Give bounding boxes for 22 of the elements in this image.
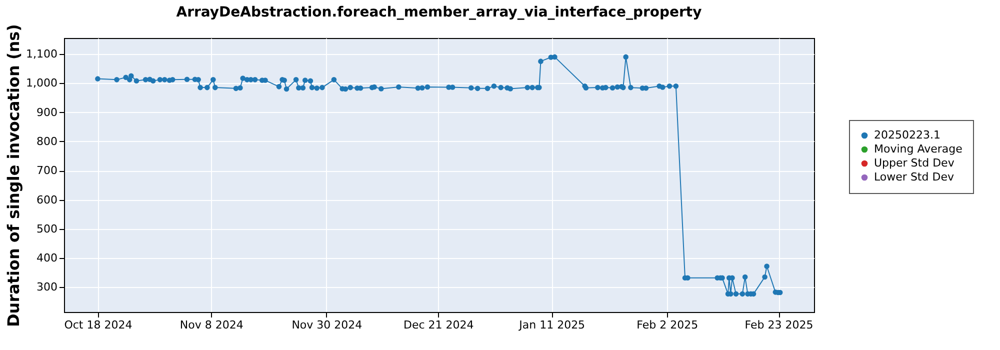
x-tick-label: Nov 30 2024 — [292, 318, 362, 332]
legend-label: Moving Average — [874, 142, 963, 156]
y-tick-label: 1,100 — [26, 48, 58, 61]
y-tick-label: 700 — [36, 164, 58, 178]
x-tick-label: Nov 8 2024 — [180, 318, 244, 332]
chart-title: ArrayDeAbstraction.foreach_member_array_via_interface_property — [176, 4, 702, 21]
legend-label: 20250223.1 — [874, 128, 940, 142]
y-tick-label: 800 — [36, 134, 58, 148]
legend-label: Lower Std Dev — [874, 170, 954, 184]
x-tick-label: Jan 11 2025 — [518, 318, 586, 332]
x-tick-label: Feb 23 2025 — [744, 318, 814, 332]
x-tick-label: Feb 2 2025 — [636, 318, 698, 332]
x-tick-label: Dec 21 2024 — [403, 318, 474, 332]
y-tick-label: 500 — [36, 222, 58, 236]
y-tick-label: 1,000 — [26, 76, 58, 90]
legend-label: Upper Std Dev — [874, 156, 955, 170]
y-tick-label: 600 — [36, 193, 58, 206]
x-tick-label: Oct 18 2024 — [64, 318, 132, 332]
y-tick-label: 900 — [36, 106, 58, 119]
y-tick-label: 300 — [36, 280, 58, 294]
y-tick-label: 400 — [36, 252, 58, 265]
y-axis-title: Duration of single invocation (ns) — [4, 24, 24, 327]
